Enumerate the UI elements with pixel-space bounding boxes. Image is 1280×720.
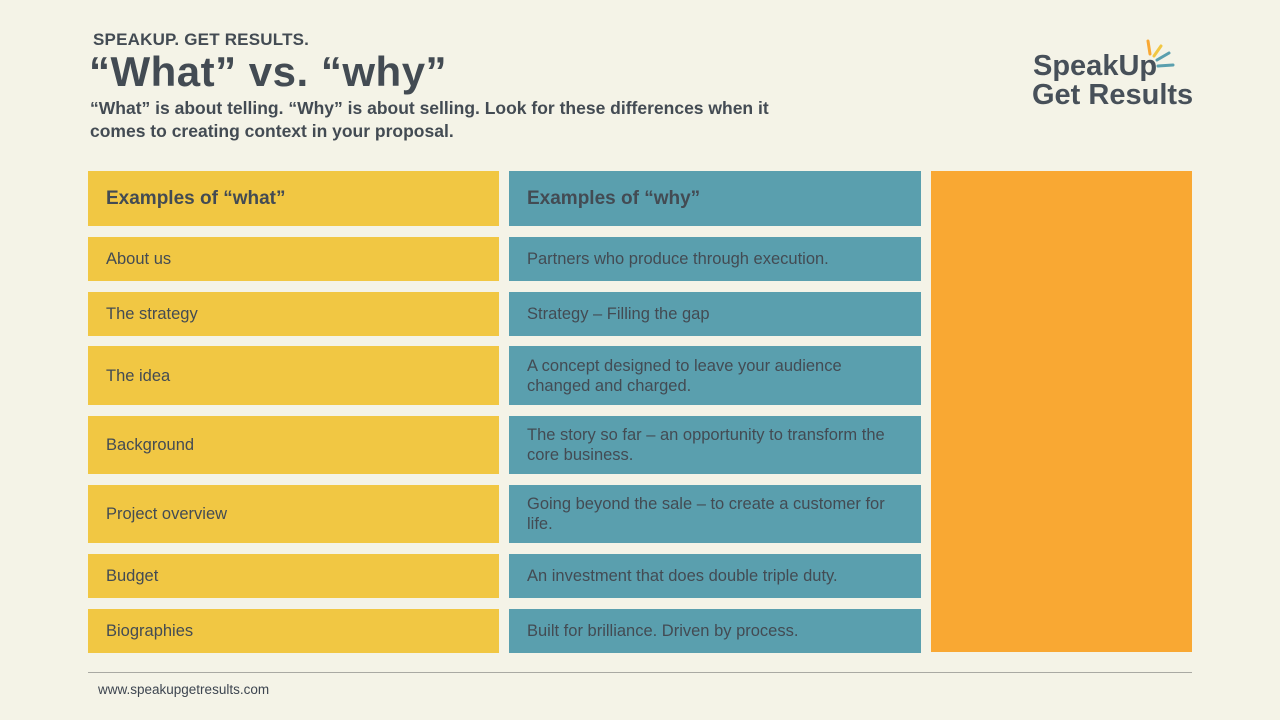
why-cell: Partners who produce through execution. [509,237,921,281]
why-cell: An investment that does double triple du… [509,554,921,598]
footer-url: www.speakupgetresults.com [98,682,270,697]
logo-line-2: Get Results [1032,79,1194,111]
page-title: “What” vs. “why” [89,48,448,95]
speakup-logo: SpeakUp Get Results [1032,38,1202,114]
what-cell: Project overview [88,485,499,543]
what-cell: Biographies [88,609,499,653]
what-cell: Budget [88,554,499,598]
what-cell: The strategy [88,292,499,336]
footer-divider [88,672,1192,673]
why-cell: The story so far – an opportunity to tra… [509,416,921,474]
accent-panel [931,171,1192,652]
what-cell: About us [88,237,499,281]
why-cell: A concept designed to leave your audienc… [509,346,921,405]
why-column-header: Examples of “why” [509,171,921,226]
burst-icon [1146,39,1175,68]
what-column-header: Examples of “what” [88,171,499,226]
why-cell: Built for brilliance. Driven by process. [509,609,921,653]
subtitle: “What” is about telling. “Why” is about … [90,98,769,141]
kicker: SPEAKUP. GET RESULTS. [93,30,310,49]
what-cell: Background [88,416,499,474]
logo-line-1: SpeakUp [1033,50,1158,82]
why-cell: Strategy – Filling the gap [509,292,921,336]
what-cell: The idea [88,346,499,405]
why-cell: Going beyond the sale – to create a cust… [509,485,921,543]
